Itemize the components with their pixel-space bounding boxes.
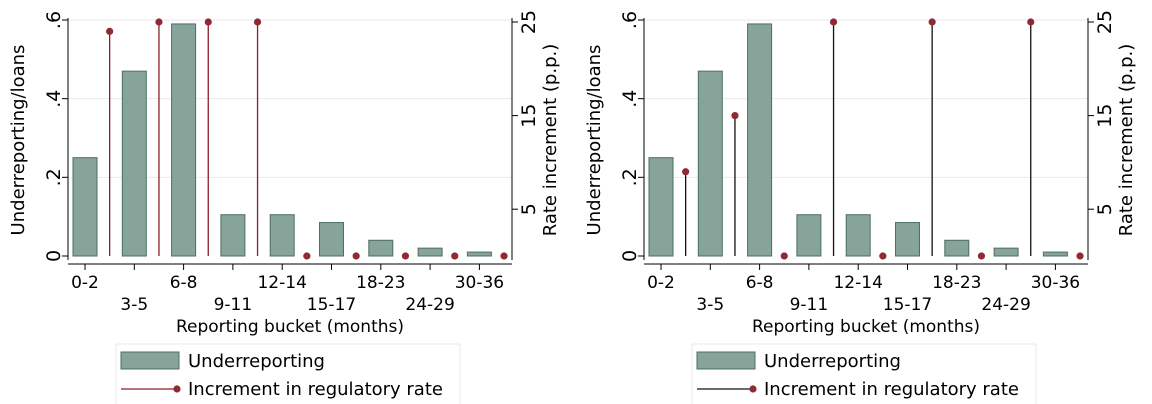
bar [269,214,295,257]
legend-swatch-bar [696,351,756,370]
stem-marker [977,252,986,260]
legend-swatch-bar [120,351,180,370]
bar [171,23,197,257]
x-tick-label: 15-17 [307,295,356,315]
stem-marker [303,252,311,260]
x-tick-label: 24-29 [405,295,454,315]
y-tick-label-right: 15 [518,104,540,128]
chart-right: .6 .4 .2 0 25 15 5 0-2 3-5 6-8 9-1112-1415-1718-23… [584,10,1137,404]
stem-marker [879,252,887,260]
y-axis-title-right: Rate increment (p.p.) [1116,44,1137,237]
legend-label-increment: Increment in regulatory rate [188,379,443,400]
legend-label-underreporting: Underreporting [188,351,325,372]
bar [417,247,443,257]
stem-marker [401,252,410,260]
bar [747,23,773,257]
stem-marker [253,18,262,26]
stem-marker [1076,252,1084,260]
y-tick-label-left: .2 [619,168,641,186]
stem-marker [731,112,739,120]
stem-marker [451,252,459,260]
x-tick-label: 12-14 [257,273,306,293]
x-tick-label: 0-2 [71,273,99,293]
y-tick-label-right: 25 [1094,10,1116,34]
x-tick-label: 30-36 [455,273,504,293]
y-tick-label-left: 0 [619,250,641,262]
bar [1042,251,1068,257]
y-tick-label-left: .4 [43,90,65,108]
y-tick-label-right: 5 [1094,203,1116,215]
x-tick-label: 0-2 [647,273,675,293]
x-tick-label: 18-23 [932,273,981,293]
stem-marker [780,252,788,260]
y-tick-label-right: 15 [1094,104,1116,128]
legend-label-increment: Increment in regulatory rate [764,379,1019,400]
stem-marker [928,18,936,26]
bar [796,214,822,257]
legend-label-underreporting: Underreporting [764,351,901,372]
bar [895,222,920,257]
stem-marker [1027,18,1035,26]
y-tick-label-right: 5 [518,203,540,215]
x-axis-title: Reporting bucket (months) [176,317,404,337]
x-tick-label: 15-17 [883,295,932,315]
bar [368,239,394,257]
x-tick-label: 3-5 [120,295,148,315]
chart-left: .6 .4 .2 0 25 15 5 0-2 3-5 6-8 9-1112-1415-1718-23… [8,10,561,404]
bar [845,214,871,257]
bar [944,239,970,257]
y-axis-title-left: Underreporting/loans [584,45,605,236]
x-tick-label: 6-8 [170,273,198,293]
x-tick-label: 24-29 [981,295,1030,315]
x-tick-label: 3-5 [696,295,724,315]
stem-marker [204,18,212,26]
x-tick-label: 30-36 [1031,273,1080,293]
y-tick-label-left: .2 [43,168,65,186]
bar [319,222,344,257]
y-tick-label-left: .6 [619,11,641,29]
stem-marker [155,18,163,26]
stem-marker [682,168,690,176]
y-axis-title-left: Underreporting/loans [8,45,29,236]
x-axis-title: Reporting bucket (months) [752,317,980,337]
y-axis-title-right: Rate increment (p.p.) [540,44,561,237]
x-tick-label: 6-8 [746,273,774,293]
stem-marker [352,252,360,260]
stem-marker [500,252,508,260]
y-tick-label-right: 25 [518,10,540,34]
y-tick-label-left: .6 [43,11,65,29]
bar [648,157,674,257]
y-tick-label-left: .4 [619,90,641,108]
bar [72,157,98,257]
stem-marker [829,18,838,26]
bar [993,247,1019,257]
legend-swatch-marker [749,385,757,393]
y-tick-label-left: 0 [43,250,65,262]
bar [466,251,492,257]
bar [697,70,723,257]
bar [220,214,246,257]
x-tick-label: 18-23 [356,273,405,293]
x-tick-label: 12-14 [833,273,882,293]
stem-marker [106,27,114,35]
legend-swatch-marker [173,385,181,393]
x-tick-label: 9-11 [214,295,253,315]
x-tick-label: 9-11 [790,295,829,315]
bar [121,70,147,257]
